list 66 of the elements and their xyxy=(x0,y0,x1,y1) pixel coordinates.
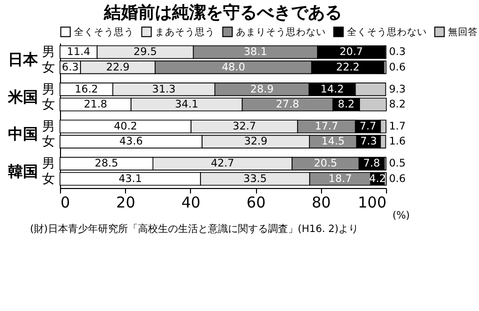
text: (財)日本青少年研究所「高校生の生活と意識に関する調査」(H16. 2)より xyxy=(30,222,360,236)
x-tick-label: 20 xyxy=(116,194,136,212)
data-label: 16.2 xyxy=(74,83,98,96)
data-label: 1.7 xyxy=(389,120,406,133)
y-tick-label: 女 xyxy=(42,60,55,76)
x-tick-label: 80 xyxy=(312,194,331,212)
x-tick-label: 100 xyxy=(358,194,386,212)
data-label: 8.2 xyxy=(389,98,406,110)
text: 韓国 xyxy=(8,162,38,180)
data-label: 22.2 xyxy=(336,61,360,74)
data-label: 33.5 xyxy=(243,172,267,185)
x-tick-label: 40 xyxy=(181,194,200,212)
data-label: 0.3 xyxy=(389,46,406,58)
text: 米国 xyxy=(7,88,38,106)
text: 中国 xyxy=(8,125,38,144)
x-tick-label: 60 xyxy=(246,194,266,212)
y-tick-label: 男 xyxy=(42,45,55,60)
data-label: 0.6 xyxy=(389,61,406,74)
legend-label: 無回答 xyxy=(448,26,478,38)
data-label: 28.9 xyxy=(250,83,274,96)
data-label: 34.1 xyxy=(174,98,198,110)
data-label: 14.2 xyxy=(320,83,344,96)
data-label: 32.7 xyxy=(232,120,256,133)
data-label: 27.8 xyxy=(276,98,300,110)
data-label: 11.4 xyxy=(66,46,91,58)
y-tick-label: 男 xyxy=(42,156,55,172)
data-label: 1.6 xyxy=(389,136,406,148)
data-label: 31.3 xyxy=(152,83,176,96)
legend-label: 全くそう思わない xyxy=(347,26,427,38)
data-label: 14.5 xyxy=(321,136,345,148)
data-label: 40.2 xyxy=(114,120,138,133)
data-label: 48.0 xyxy=(222,61,246,74)
data-label: 0.6 xyxy=(389,172,406,185)
data-label: 32.9 xyxy=(244,136,268,148)
y-tick-label: 男 xyxy=(42,120,55,135)
data-label: 38.1 xyxy=(244,46,268,58)
data-label: 17.7 xyxy=(314,120,338,133)
data-label: 20.7 xyxy=(340,46,363,58)
text: 日本 xyxy=(8,50,39,69)
data-label: 4.2 xyxy=(369,172,386,185)
data-label: 0.5 xyxy=(389,158,406,170)
x-axis-title: (%) xyxy=(392,210,410,222)
legend-label: まあそう思う xyxy=(155,26,215,38)
data-label: 7.8 xyxy=(363,158,380,170)
data-label: 8.2 xyxy=(338,98,355,110)
data-label: 43.1 xyxy=(118,172,142,185)
data-label: 20.5 xyxy=(314,158,338,170)
x-tick-label: 0 xyxy=(60,194,70,212)
data-label: 6.3 xyxy=(62,61,79,74)
y-tick-label: 男 xyxy=(42,82,55,98)
data-label: 7.3 xyxy=(360,136,377,148)
data-label: 29.5 xyxy=(134,46,157,58)
y-tick-label: 女 xyxy=(42,172,55,187)
data-label: 28.5 xyxy=(94,158,118,170)
y-tick-label: 女 xyxy=(42,134,55,150)
data-label: 22.9 xyxy=(106,61,130,74)
data-label: 43.6 xyxy=(119,136,144,148)
data-label: 18.7 xyxy=(328,172,352,185)
chart-title: 結婚前は純潔を守るべきである xyxy=(103,3,342,23)
legend-label: 全くそう思う xyxy=(74,26,134,38)
legend-label: あまりそう思わない xyxy=(236,26,326,38)
data-label: 9.3 xyxy=(389,83,406,96)
y-tick-label: 女 xyxy=(42,97,55,112)
data-label: 42.7 xyxy=(210,158,234,170)
data-label: 21.8 xyxy=(84,98,108,110)
data-label: 7.7 xyxy=(360,120,376,133)
